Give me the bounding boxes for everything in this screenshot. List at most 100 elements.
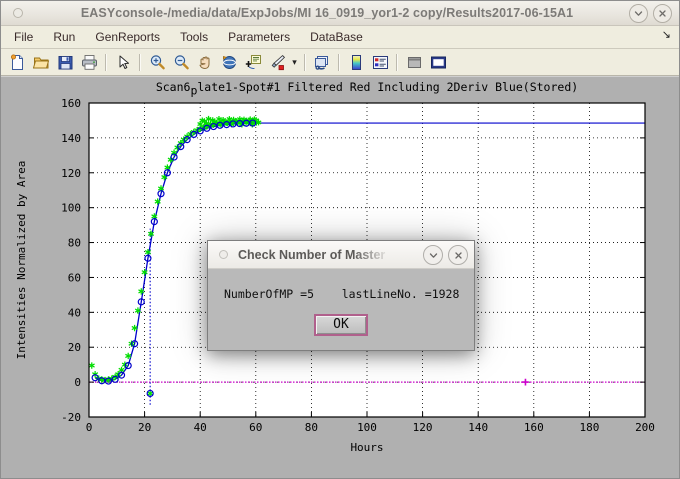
- circle-marker: [130, 340, 139, 348]
- circle-marker: [150, 218, 158, 226]
- ytick-label: 100: [61, 202, 81, 215]
- asterisk-marker: [125, 352, 132, 360]
- dialog-status-dot: [219, 250, 228, 259]
- menu-item-tools[interactable]: Tools: [180, 30, 209, 44]
- asterisk-marker: [141, 269, 148, 276]
- circle-marker: [137, 298, 145, 306]
- ytick-label: 20: [68, 341, 81, 354]
- ytick-label: 80: [68, 237, 81, 250]
- window-collapse-button[interactable]: [629, 4, 648, 23]
- toolbar: ▾: [1, 49, 679, 76]
- dialog-ok-button[interactable]: OK: [314, 314, 368, 336]
- circle-marker: [91, 374, 99, 382]
- window-status-dot: [13, 8, 23, 18]
- window-titlebar: EASYconsole-/media/data/ExpJobs/MI 16_09…: [1, 1, 679, 26]
- circle-marker: [190, 130, 198, 139]
- brush-color-caret-icon[interactable]: ▾: [292, 56, 297, 67]
- menubar: File Run GenReports Tools Parameters Dat…: [1, 26, 679, 49]
- save-disk-icon[interactable]: [53, 51, 77, 73]
- xtick-label: 0: [86, 421, 93, 434]
- asterisk-marker: [170, 149, 178, 156]
- dialog-message: NumberOfMP =5 lastLineNo. =1928: [224, 287, 460, 301]
- xtick-label: 200: [635, 421, 655, 434]
- dialog-title: Check Number of Master Pla: [238, 247, 386, 262]
- menu-item-file[interactable]: File: [14, 30, 34, 44]
- circle-marker: [249, 119, 257, 127]
- asterisk-marker: [134, 307, 142, 314]
- dialog-controls: [423, 245, 468, 265]
- toolbar-separator-1: [105, 53, 107, 71]
- pan-hand-icon[interactable]: [193, 51, 217, 73]
- outlier-point: [146, 390, 154, 397]
- menu-item-genreports[interactable]: GenReports: [95, 30, 161, 44]
- circle-marker: [144, 254, 152, 262]
- circle-marker: [203, 124, 211, 132]
- asterisk-marker: [255, 119, 262, 126]
- print-icon[interactable]: [77, 51, 101, 73]
- dialog-close-button[interactable]: [448, 245, 468, 265]
- y-axis-label: Intensities Normalized by Area: [15, 161, 28, 360]
- circle-marker: [124, 361, 132, 370]
- toolbar-separator-4: [338, 53, 340, 71]
- asterisk-marker: [88, 362, 95, 369]
- toolbar-separator-2: [139, 53, 141, 71]
- dialog-button-row: OK: [314, 314, 368, 336]
- asterisk-marker: [144, 248, 152, 256]
- toolbar-separator-3: [304, 53, 306, 71]
- circle-marker: [157, 190, 165, 198]
- asterisk-marker: [154, 198, 161, 205]
- menu-overflow-icon[interactable]: ↘: [661, 29, 671, 41]
- asterisk-marker: [131, 324, 138, 332]
- xtick-label: 80: [305, 421, 318, 434]
- toolbar-separator-5: [396, 53, 398, 71]
- circle-marker: [183, 136, 191, 144]
- insert-datatip-icon[interactable]: [241, 51, 265, 73]
- open-folder-icon[interactable]: [29, 51, 53, 73]
- ytick-label: 60: [68, 271, 81, 284]
- x-axis-label: Hours: [350, 441, 383, 454]
- fit-markers: [91, 119, 257, 385]
- pointer-arrow-icon[interactable]: [111, 51, 135, 73]
- ytick-label: 160: [61, 97, 81, 110]
- asterisk-marker: [205, 115, 212, 122]
- ytick-label: -20: [61, 411, 81, 424]
- ytick-label: 40: [68, 306, 81, 319]
- xtick-label: 40: [194, 421, 207, 434]
- asterisk-marker: [138, 288, 145, 295]
- show-plot-tools-icon[interactable]: [426, 51, 450, 73]
- menu-item-run[interactable]: Run: [53, 30, 76, 44]
- xtick-label: 100: [357, 421, 377, 434]
- ytick-label: 140: [61, 132, 81, 145]
- circle-marker: [170, 153, 178, 161]
- menu-item-database[interactable]: DataBase: [310, 30, 363, 44]
- colorbar-icon[interactable]: [344, 51, 368, 73]
- xtick-label: 60: [249, 421, 262, 434]
- xtick-label: 140: [468, 421, 488, 434]
- circle-marker: [236, 119, 244, 128]
- dialog-collapse-button[interactable]: [423, 245, 443, 265]
- zoom-out-icon[interactable]: [169, 51, 193, 73]
- check-master-plates-dialog: Check Number of Master Pla NumberOfMP =5…: [207, 240, 475, 351]
- legend-icon[interactable]: [368, 51, 392, 73]
- asterisk-marker: [147, 230, 155, 238]
- link-plot-icon[interactable]: [310, 51, 334, 73]
- xtick-label: 120: [413, 421, 433, 434]
- rotate-3d-icon[interactable]: [217, 51, 241, 73]
- circle-marker: [177, 143, 185, 151]
- circle-marker: [104, 377, 113, 385]
- chart-title: Scan6plate1-Spot#1 Filtered Red Includin…: [156, 80, 578, 98]
- brush-icon[interactable]: [265, 51, 289, 73]
- new-file-icon[interactable]: [5, 51, 29, 73]
- zoom-in-icon[interactable]: [145, 51, 169, 73]
- circle-marker: [163, 169, 171, 177]
- xtick-label: 180: [579, 421, 599, 434]
- hide-plot-tools-icon[interactable]: [402, 51, 426, 73]
- menu-item-parameters[interactable]: Parameters: [228, 30, 291, 44]
- ytick-label: 0: [74, 376, 81, 389]
- window-close-button[interactable]: [653, 4, 672, 23]
- circle-marker: [216, 121, 224, 129]
- circle-marker: [229, 120, 237, 128]
- outlier-circle: [146, 389, 154, 398]
- asterisk-marker: [216, 115, 222, 122]
